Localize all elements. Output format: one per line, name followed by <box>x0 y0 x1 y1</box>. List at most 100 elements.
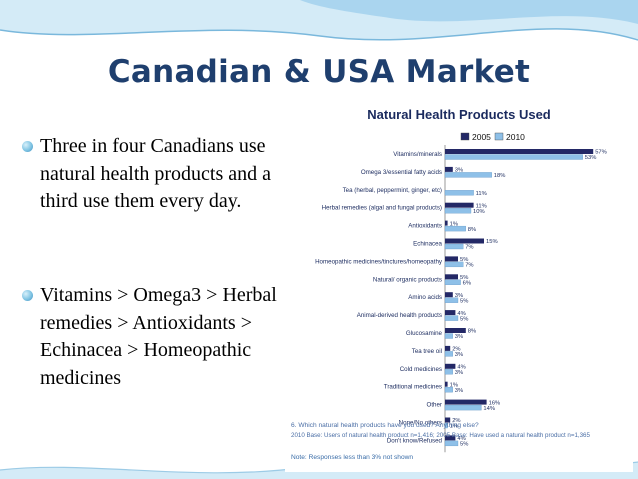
bar-2010 <box>444 422 448 429</box>
bar-2010 <box>444 351 453 357</box>
data-label-2010: 5% <box>460 316 468 322</box>
bullet-2: Vitamins > Omega3 > Herbal remedies > An… <box>22 282 285 392</box>
data-label-2005: 5% <box>460 257 468 263</box>
chart-title: Natural Health Products Used <box>367 107 551 122</box>
bar-2005 <box>445 310 456 316</box>
data-label-2005: 16% <box>489 400 501 406</box>
bar-2010 <box>444 261 464 268</box>
page-title: Canadian & USA Market <box>107 54 531 90</box>
data-label-2010: 5% <box>460 298 468 304</box>
bullet-2-text: Vitamins > Omega3 > Herbal remedies > An… <box>40 284 277 389</box>
data-label-2010: 18% <box>494 173 506 179</box>
footnote-1: 6. Which natural health products have yo… <box>291 422 479 429</box>
data-label-2010: 7% <box>465 245 473 251</box>
bar-2005 <box>445 274 458 280</box>
data-label-2010: 3% <box>455 334 463 340</box>
bar-2010 <box>444 440 459 447</box>
data-label-2010: 5% <box>460 442 468 448</box>
category-label: Vitamins/minerals <box>393 151 442 158</box>
category-label: Echinacea <box>413 241 442 248</box>
bullet-1: Three in four Canadians use natural heal… <box>22 133 290 216</box>
bar-2010 <box>444 225 466 232</box>
data-label-2005: 11% <box>476 203 487 209</box>
data-label-2005: 5% <box>460 275 468 281</box>
category-label: Traditional medicines <box>384 384 442 391</box>
bar-2005 <box>445 202 474 208</box>
legend-swatch-2005 <box>460 132 470 141</box>
data-label-2005: 1% <box>450 382 458 388</box>
category-label: Animal-derived health products <box>357 312 442 319</box>
bar-2005 <box>445 328 466 333</box>
bar-2005 <box>445 292 453 298</box>
category-label: Glucosamine <box>406 330 443 337</box>
data-label-2005: 2% <box>452 418 460 424</box>
category-label: Homeopathic medicines/tinctures/homeopat… <box>315 258 443 265</box>
category-label: Herbal remedies (algal and fungal produc… <box>322 205 442 212</box>
data-label-2005: 4% <box>457 365 465 371</box>
top-wave-line <box>0 28 638 41</box>
category-label: Other <box>427 402 442 409</box>
top-wave-dark <box>300 0 638 24</box>
category-label: Natural/ organic products <box>373 276 442 283</box>
bar-2010 <box>444 315 459 321</box>
data-label-2005: 8% <box>468 329 476 335</box>
category-label: Don't know/Refused <box>387 437 443 444</box>
bar-2010 <box>444 172 492 178</box>
data-label-2005: 2% <box>452 347 460 353</box>
data-label-2010: 11% <box>476 191 487 197</box>
data-label-2010: 3% <box>455 352 463 358</box>
bar-2005 <box>445 417 451 423</box>
category-label: Tea tree oil <box>412 348 442 355</box>
bar-2010 <box>444 279 461 285</box>
bullet-1-text: Three in four Canadians use natural heal… <box>40 135 272 212</box>
data-label-2005: 4% <box>457 436 465 442</box>
bar-2010 <box>444 369 453 375</box>
bar-2005 <box>445 435 456 441</box>
data-label-2010: 53% <box>585 155 597 161</box>
data-label-2005: 57% <box>595 150 607 156</box>
bar-2005 <box>445 399 487 405</box>
bar-2005 <box>445 256 458 262</box>
bar-2005 <box>445 345 451 351</box>
bar-2005 <box>445 363 456 369</box>
data-label-2010: 6% <box>463 281 471 287</box>
data-label-2005: 4% <box>457 311 465 317</box>
data-label-2010: 14% <box>483 406 495 412</box>
bar-2005 <box>445 149 594 154</box>
chart-panel: Natural Health Products Used 2005 2010 Vita… <box>285 98 633 472</box>
bar-chart: Natural Health Products Used 2005 2010 Vita… <box>291 107 607 461</box>
bar-2010 <box>444 387 453 393</box>
data-label-2005: 3% <box>455 293 463 299</box>
bar-2005 <box>445 381 448 387</box>
data-label-2005: 15% <box>486 239 498 245</box>
data-label-2010: 3% <box>455 370 463 376</box>
bar-2010 <box>444 154 583 160</box>
footnote-2: 2010 Base: Users of natural health produ… <box>291 432 590 439</box>
data-label-2010: 8% <box>468 227 476 233</box>
bar-2010 <box>444 243 464 250</box>
legend-swatch-2010 <box>494 132 504 141</box>
category-label: Antioxidants <box>408 223 442 230</box>
bar-2005 <box>445 220 448 226</box>
category-label: None/No others <box>399 420 442 427</box>
bar-2005 <box>445 166 453 172</box>
bar-2010 <box>444 404 482 411</box>
legend-label-2005: 2005 <box>472 132 491 142</box>
bar-2010 <box>444 333 453 339</box>
data-label-2010: 3% <box>455 388 463 394</box>
category-label: Omega 3/essential fatty acids <box>361 169 442 176</box>
bullet-dot-icon <box>22 141 33 152</box>
data-label-2010: 7% <box>465 263 473 269</box>
bar-2010 <box>444 297 459 303</box>
legend-label-2010: 2010 <box>506 132 525 142</box>
data-label-2005: 3% <box>455 168 463 174</box>
bar-2010 <box>444 190 474 196</box>
category-label: Tea (herbal, peppermint, ginger, etc) <box>343 187 442 194</box>
bar-2010 <box>444 208 472 214</box>
bullet-dot-icon <box>22 290 33 301</box>
data-label-2010: 10% <box>473 209 485 215</box>
category-label: Amino acids <box>408 294 442 301</box>
category-label: Cold medicines <box>400 366 442 373</box>
data-label-2005: 1% <box>450 221 458 227</box>
footnote-3: Note: Responses less than 3% not shown <box>291 454 413 461</box>
